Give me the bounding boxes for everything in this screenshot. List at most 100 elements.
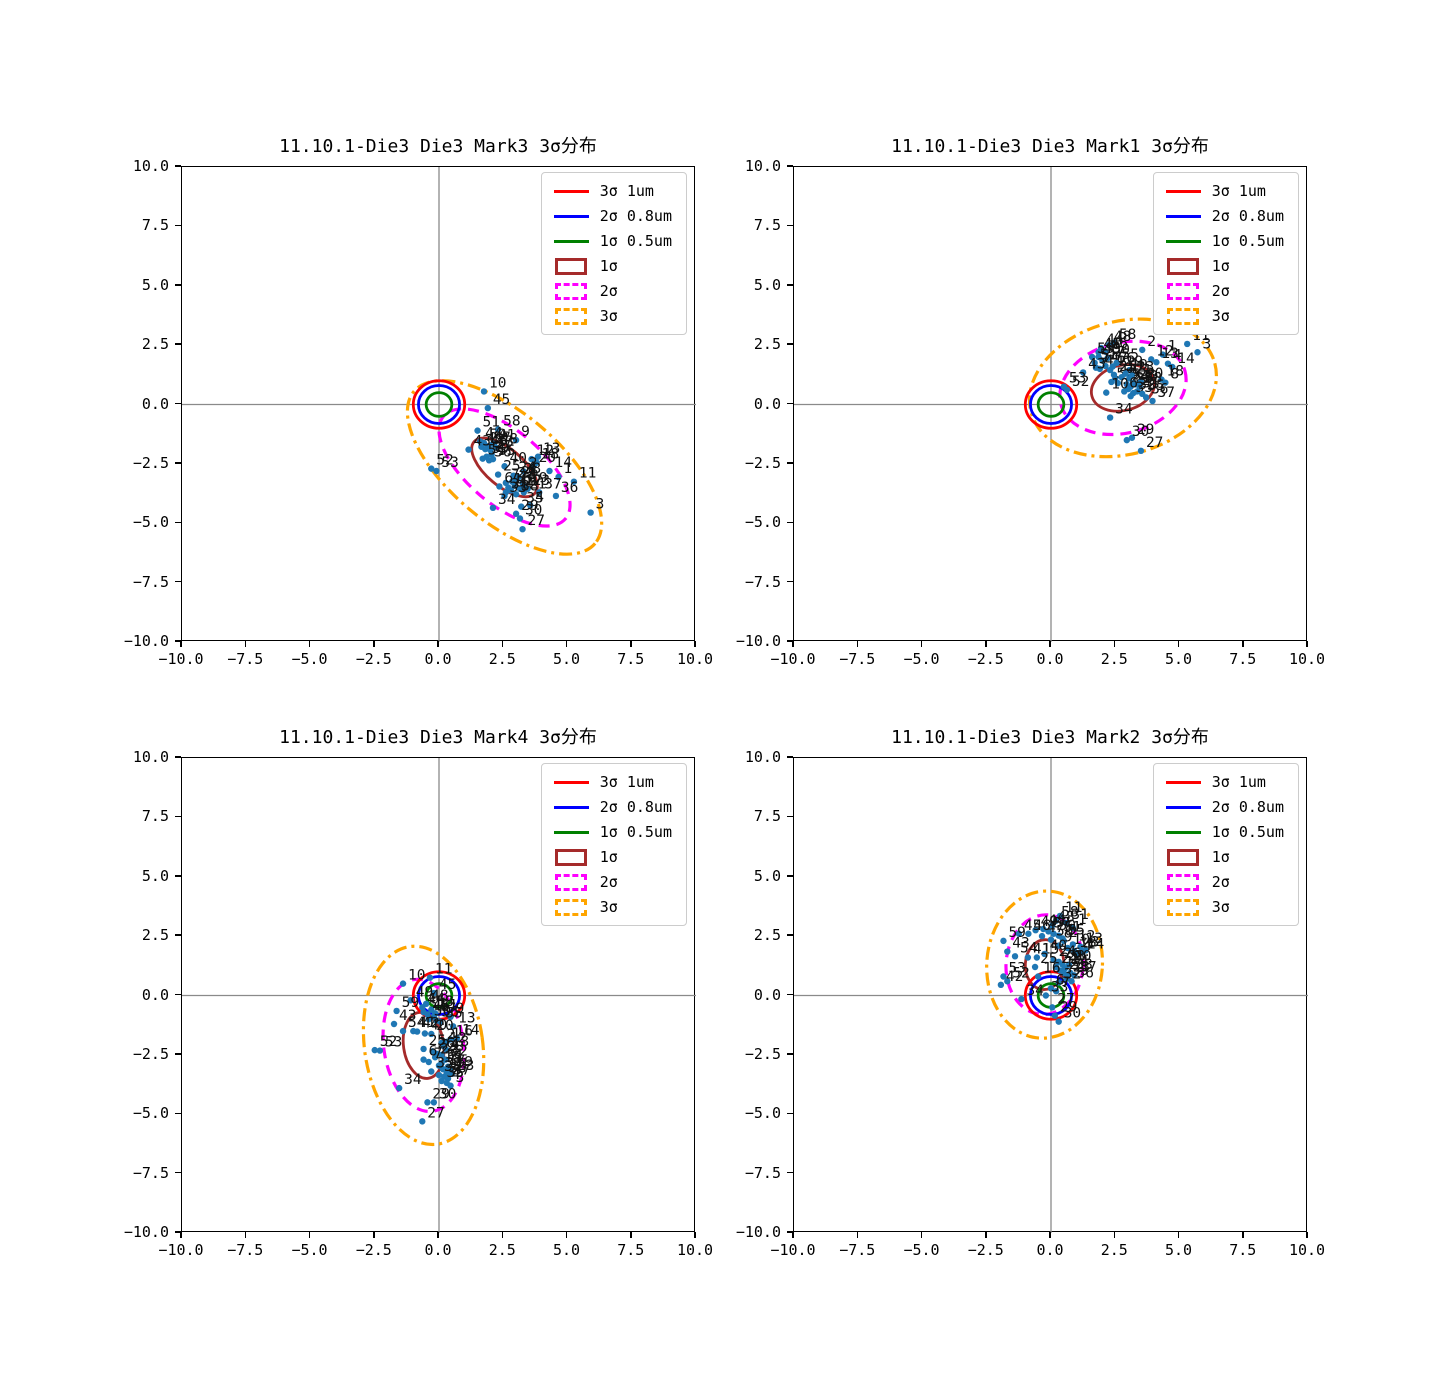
scatter-point bbox=[510, 472, 517, 479]
legend-label: 1σ bbox=[599, 848, 618, 866]
x-tick-mark bbox=[501, 1232, 503, 1238]
point-label: 24 bbox=[1132, 368, 1150, 384]
scatter-point bbox=[482, 445, 489, 453]
y-tick-mark bbox=[175, 165, 181, 167]
legend-line-sample-icon bbox=[553, 239, 590, 243]
y-tick-label: −10.0 bbox=[735, 1223, 781, 1241]
scatter-point bbox=[465, 446, 472, 453]
x-tick-mark bbox=[1306, 1232, 1308, 1238]
point-label: 51 bbox=[1064, 920, 1081, 936]
point-label: 20 bbox=[539, 450, 556, 466]
scatter-point bbox=[1079, 369, 1087, 376]
legend-label: 1σ 0.5um bbox=[599, 823, 672, 841]
point-label: 8 bbox=[1170, 367, 1179, 383]
legend-entry: 1σ 0.5um bbox=[553, 823, 672, 841]
point-label: 2 bbox=[1147, 334, 1156, 350]
scatter-point bbox=[1055, 979, 1062, 986]
point-label: 38 bbox=[521, 478, 538, 494]
y-tick-mark bbox=[787, 343, 793, 345]
spec-circle-2σ 0.8um bbox=[417, 975, 461, 1016]
spec-circle-2σ 0.8um bbox=[417, 384, 461, 425]
point-label: 12 bbox=[1156, 343, 1173, 359]
point-label: 22 bbox=[1061, 951, 1078, 967]
scatter-point bbox=[419, 1118, 426, 1125]
y-tick-mark bbox=[175, 1231, 181, 1233]
point-label: 46 bbox=[1033, 918, 1050, 934]
y-tick-label: 7.5 bbox=[141, 807, 169, 826]
point-label: 36 bbox=[1151, 381, 1168, 397]
point-label: 19 bbox=[456, 1054, 473, 1070]
scatter-point bbox=[1136, 383, 1143, 390]
y-tick-label: 10.0 bbox=[132, 157, 169, 175]
x-tick-label: −10.0 bbox=[158, 1241, 204, 1259]
x-tick-mark bbox=[1242, 1232, 1244, 1238]
legend-entry: 2σ bbox=[1165, 873, 1284, 891]
x-tick-mark bbox=[630, 1232, 632, 1238]
x-tick-label: 5.0 bbox=[552, 650, 581, 668]
x-tick-mark bbox=[694, 1232, 696, 1238]
legend-line-sample-icon bbox=[553, 189, 590, 193]
legend-entry: 1σ bbox=[1165, 848, 1284, 866]
scatter-point bbox=[1025, 930, 1032, 937]
point-label: 30 bbox=[1064, 1006, 1081, 1022]
x-tick-label: 7.5 bbox=[1229, 1241, 1257, 1259]
legend-label: 2σ bbox=[599, 873, 618, 891]
point-label: 30 bbox=[439, 1086, 456, 1102]
scatter-point bbox=[570, 478, 578, 485]
y-tick-mark bbox=[175, 580, 181, 583]
point-label: 24 bbox=[1059, 944, 1077, 960]
scatter-point bbox=[555, 473, 562, 481]
y-tick-label: −7.5 bbox=[744, 1163, 781, 1182]
legend-line-sample-icon bbox=[553, 780, 590, 784]
x-tick-label: −5.0 bbox=[291, 1241, 328, 1259]
point-label: 22 bbox=[517, 466, 534, 482]
x-tick-mark bbox=[856, 641, 858, 647]
scatter-point bbox=[1049, 1004, 1056, 1011]
point-label: 28 bbox=[447, 1039, 464, 1055]
scatter-point bbox=[1110, 339, 1118, 346]
y-tick-label: 0.0 bbox=[141, 985, 169, 1004]
scatter-point bbox=[1055, 942, 1062, 949]
y-tick-label: −10.0 bbox=[735, 632, 781, 650]
scatter-point bbox=[546, 467, 553, 475]
y-tick-label: 0.0 bbox=[753, 394, 781, 413]
point-label: 19 bbox=[1070, 952, 1087, 968]
point-label: 42 bbox=[1006, 969, 1023, 985]
x-tick-mark bbox=[1242, 641, 1244, 647]
point-label: 53 bbox=[1008, 961, 1025, 977]
scatter-point bbox=[438, 1039, 445, 1047]
point-label: 29 bbox=[521, 498, 538, 514]
scatter-point bbox=[1103, 389, 1110, 396]
scatter-point bbox=[449, 1023, 457, 1030]
y-tick-mark bbox=[787, 224, 793, 227]
legend-label: 2σ bbox=[1211, 873, 1230, 891]
point-label: 47 bbox=[495, 434, 512, 450]
point-label: 54 bbox=[488, 443, 506, 459]
point-label: 13 bbox=[458, 1010, 475, 1026]
y-tick-label: 5.0 bbox=[753, 866, 781, 885]
point-label: 31 bbox=[1071, 907, 1088, 923]
point-label: 12 bbox=[537, 443, 554, 459]
point-label: 19 bbox=[1131, 358, 1148, 374]
point-label: 27 bbox=[1057, 991, 1074, 1007]
legend-solid-rect-icon bbox=[1165, 257, 1202, 275]
point-label: 34 bbox=[1115, 402, 1133, 418]
y-tick-label: 7.5 bbox=[141, 216, 169, 235]
legend-label: 3σ bbox=[1211, 307, 1230, 325]
legend-dashdot-rect-icon bbox=[1165, 307, 1202, 325]
x-tick-mark bbox=[1049, 641, 1051, 647]
point-label: 1 bbox=[1168, 339, 1177, 355]
sigma-ellipse-3σ bbox=[985, 889, 1105, 1040]
subplot-mark4: 11.10.1-Die3 Die3 Mark4 3σ分布 10 11 45 48 49 4… bbox=[124, 727, 713, 1259]
x-tick-mark bbox=[694, 641, 696, 647]
x-tick-label: 0.0 bbox=[424, 650, 452, 668]
scatter-point bbox=[1142, 394, 1150, 401]
y-tick-mark bbox=[787, 815, 793, 818]
y-tick-mark bbox=[787, 1231, 793, 1233]
x-tick-label: 10.0 bbox=[1288, 1241, 1326, 1259]
x-tick-mark bbox=[1177, 641, 1180, 647]
point-label: 34 bbox=[498, 492, 516, 508]
point-label: 58 bbox=[503, 413, 520, 429]
point-label: 4 bbox=[452, 1067, 461, 1083]
point-label: 29 bbox=[1137, 422, 1154, 438]
